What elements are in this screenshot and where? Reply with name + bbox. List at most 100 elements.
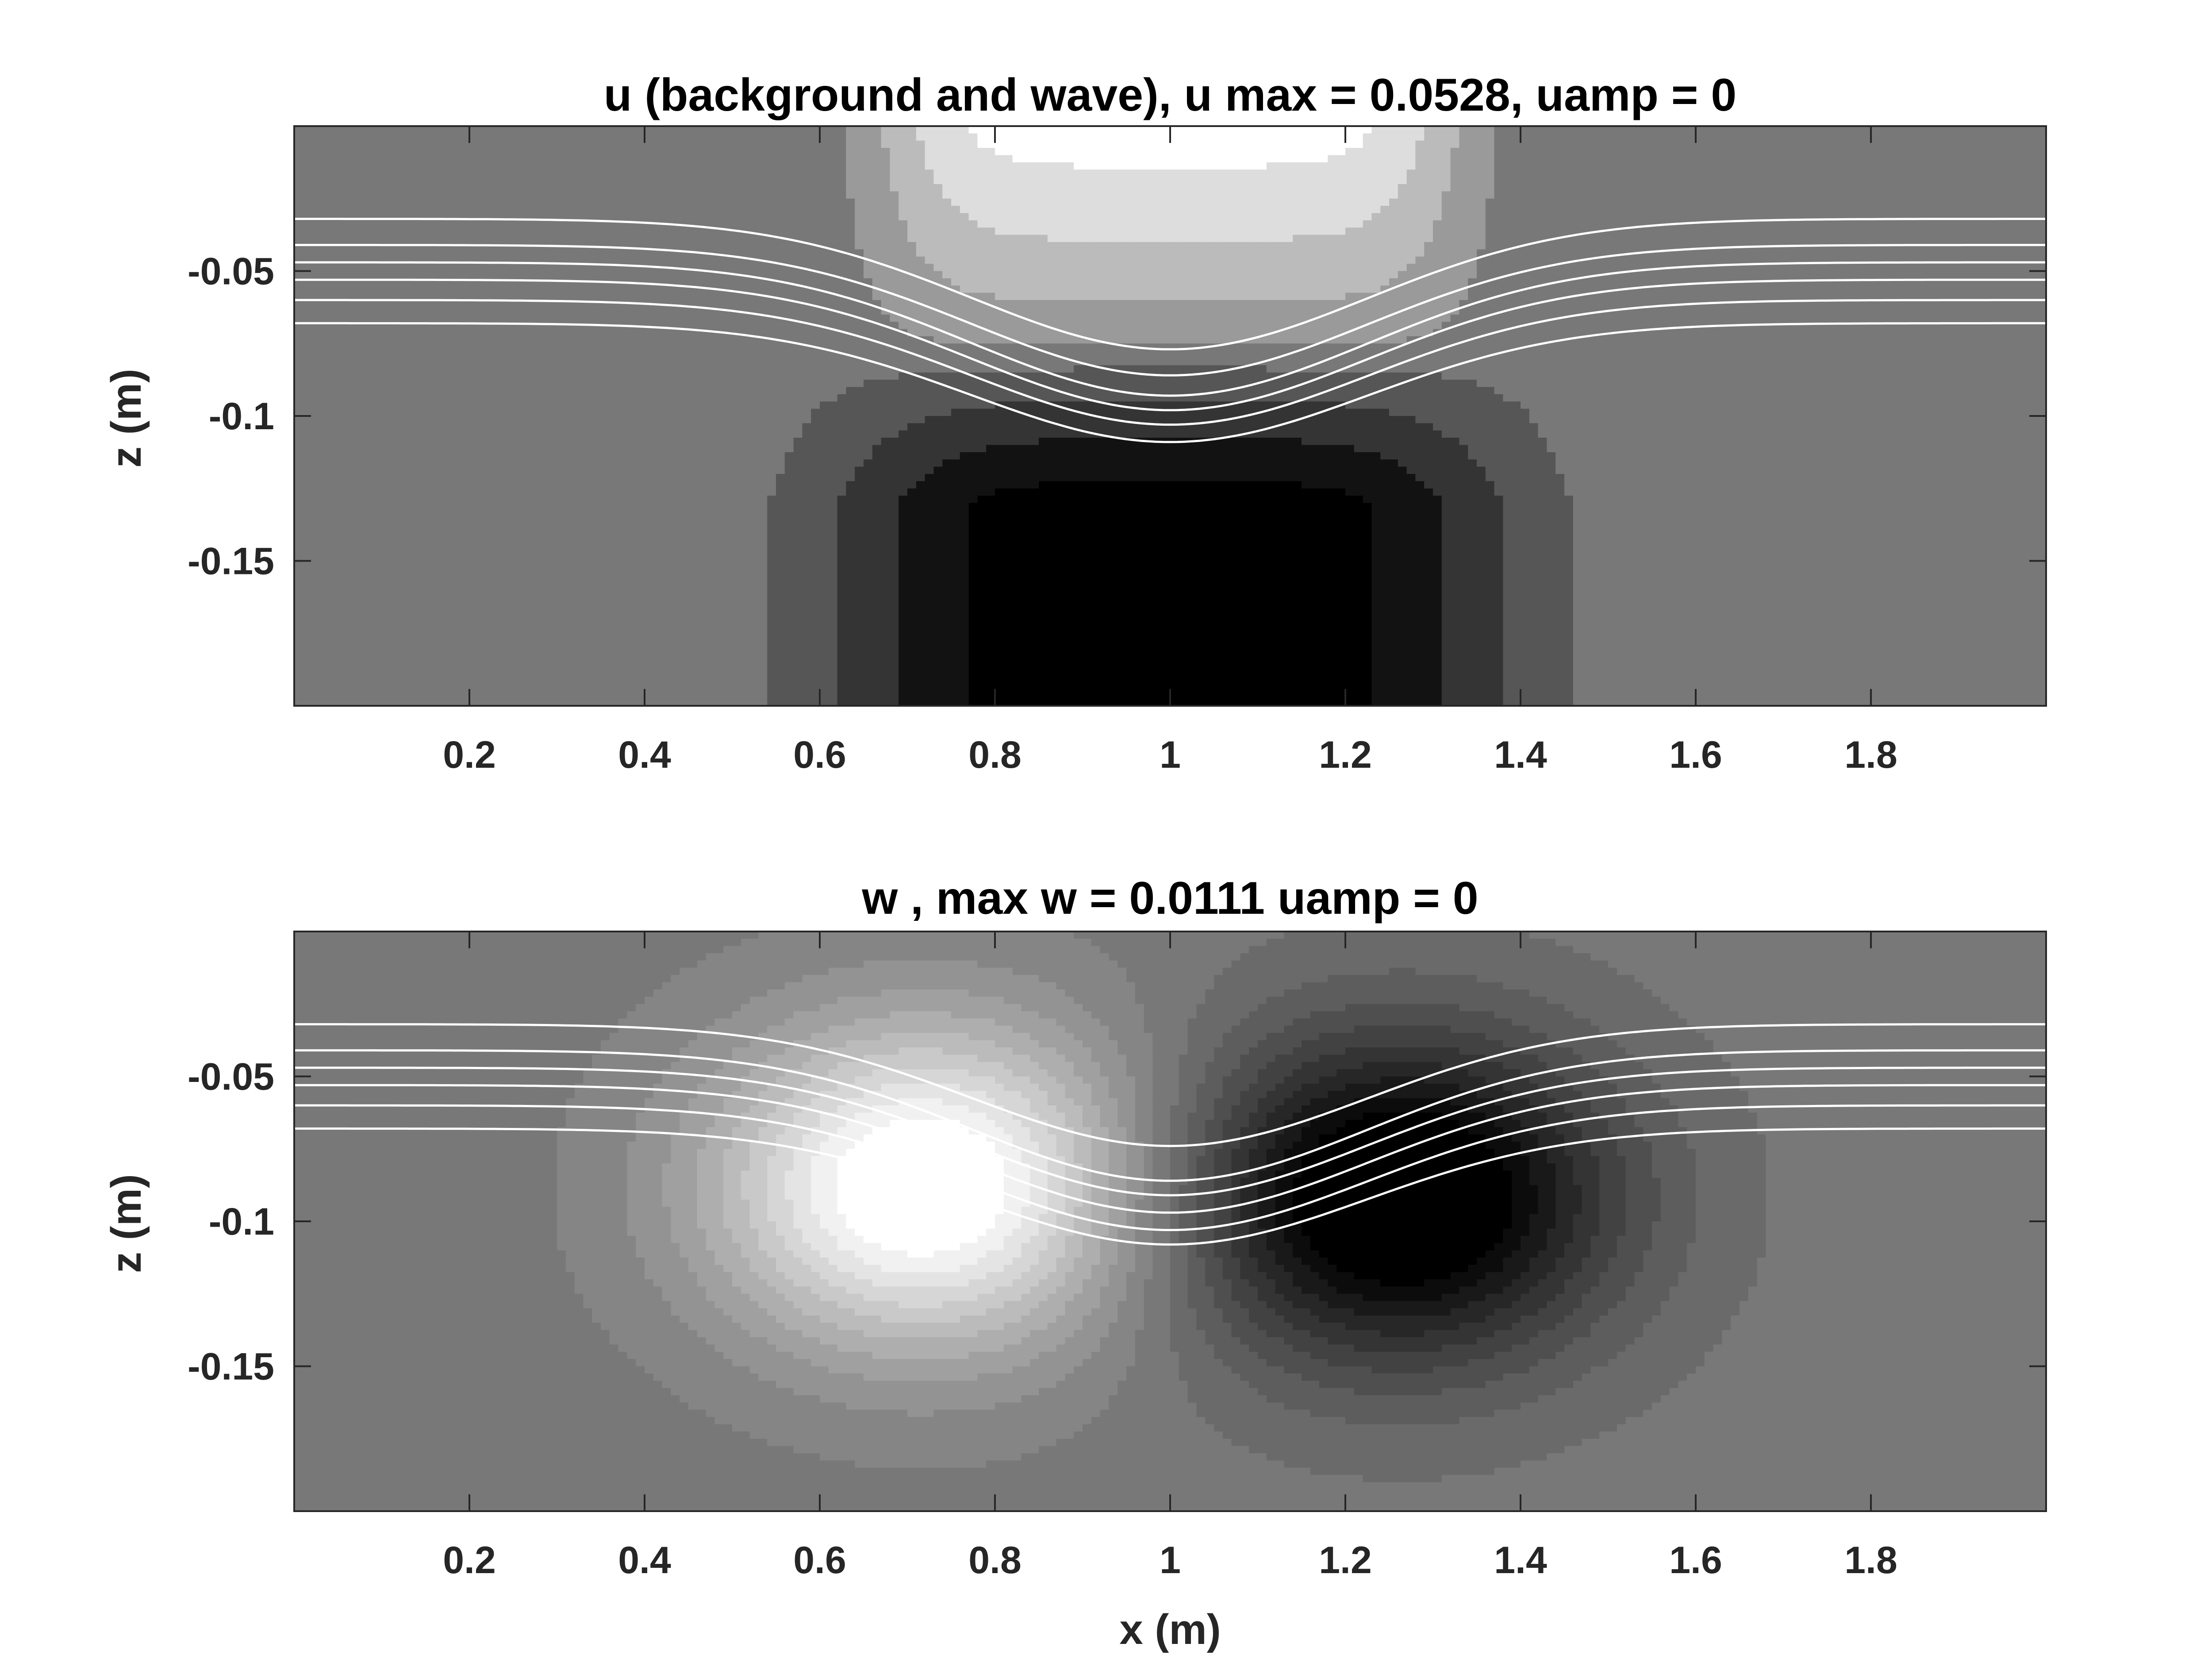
contour-cell bbox=[522, 271, 531, 279]
contour-cell bbox=[487, 358, 496, 366]
contour-cell bbox=[452, 561, 461, 569]
contour-cell bbox=[548, 445, 557, 453]
contour-cell bbox=[601, 177, 610, 185]
contour-cell bbox=[802, 372, 811, 380]
contour-cell bbox=[522, 575, 531, 583]
contour-cell bbox=[522, 307, 531, 315]
contour-cell bbox=[294, 640, 303, 648]
contour-cell bbox=[522, 474, 531, 482]
contour-cell bbox=[793, 503, 803, 511]
contour-cell bbox=[741, 394, 750, 402]
contour-cell bbox=[758, 372, 768, 380]
contour-cell bbox=[426, 517, 435, 525]
contour-cell bbox=[469, 445, 479, 453]
contour-cell bbox=[539, 488, 549, 496]
contour-cell bbox=[811, 133, 820, 141]
contour-cell bbox=[793, 169, 803, 177]
contour-cell bbox=[443, 662, 453, 670]
contour-cell bbox=[802, 517, 811, 525]
contour-cell bbox=[530, 416, 540, 424]
contour-cell bbox=[802, 438, 811, 446]
contour-cell bbox=[636, 140, 645, 148]
contour-cell bbox=[776, 300, 785, 308]
contour-cell bbox=[382, 524, 391, 532]
contour-cell bbox=[478, 126, 488, 134]
contour-cell bbox=[776, 488, 785, 496]
contour-cell bbox=[820, 496, 829, 504]
contour-cell bbox=[320, 372, 330, 380]
contour-cell bbox=[680, 466, 689, 474]
contour-cell bbox=[522, 655, 531, 663]
contour-cell bbox=[390, 126, 400, 134]
contour-cell bbox=[758, 380, 768, 388]
contour-cell bbox=[303, 140, 312, 148]
contour-cell bbox=[294, 336, 303, 344]
contour-cell bbox=[539, 698, 549, 706]
contour-cell bbox=[776, 387, 785, 395]
contour-cell bbox=[478, 633, 488, 641]
contour-cell bbox=[583, 155, 592, 163]
contour-cell bbox=[417, 271, 426, 279]
contour-cell bbox=[320, 148, 330, 156]
contour-cell bbox=[355, 691, 365, 699]
contour-cell bbox=[390, 408, 400, 416]
contour-cell bbox=[469, 343, 479, 351]
contour-cell bbox=[583, 140, 592, 148]
contour-cell bbox=[426, 285, 435, 293]
contour-cell bbox=[487, 300, 496, 308]
contour-cell bbox=[452, 532, 461, 540]
contour-cell bbox=[820, 408, 829, 416]
contour-cell bbox=[697, 314, 707, 322]
contour-cell bbox=[645, 670, 654, 677]
contour-cell bbox=[802, 307, 811, 315]
contour-cell bbox=[776, 256, 785, 264]
contour-cell bbox=[714, 380, 724, 388]
contour-cell bbox=[784, 126, 794, 134]
contour-cell bbox=[565, 532, 575, 540]
contour-cell bbox=[426, 539, 435, 547]
contour-cell bbox=[303, 670, 312, 677]
contour-cell bbox=[732, 496, 741, 504]
contour-cell bbox=[618, 235, 628, 242]
contour-cell bbox=[820, 604, 829, 612]
contour-cell bbox=[601, 191, 610, 199]
contour-cell bbox=[408, 532, 417, 540]
contour-cell bbox=[793, 568, 803, 576]
contour-cell bbox=[706, 169, 715, 177]
contour-cell bbox=[706, 191, 715, 199]
contour-cell bbox=[382, 394, 391, 402]
contour-cell bbox=[653, 503, 663, 511]
contour-cell bbox=[662, 677, 672, 685]
contour-cell bbox=[530, 423, 540, 431]
contour-cell bbox=[697, 496, 707, 504]
contour-cell bbox=[793, 438, 803, 446]
contour-cell bbox=[504, 459, 514, 467]
contour-cell bbox=[434, 162, 444, 170]
contour-cell bbox=[749, 162, 759, 170]
contour-cell bbox=[776, 452, 785, 460]
contour-cell bbox=[671, 133, 680, 141]
contour-cell bbox=[338, 350, 347, 358]
contour-cell bbox=[662, 640, 672, 648]
contour-cell bbox=[618, 387, 628, 395]
contour-cell bbox=[303, 416, 312, 424]
contour-cell bbox=[557, 292, 566, 300]
contour-cell bbox=[662, 517, 672, 525]
contour-cell bbox=[793, 561, 803, 569]
contour-cell bbox=[784, 612, 794, 620]
contour-cell bbox=[749, 350, 759, 358]
contour-cell bbox=[364, 459, 373, 467]
contour-cell bbox=[539, 387, 549, 395]
contour-cell bbox=[601, 619, 610, 627]
contour-cell bbox=[390, 510, 400, 518]
contour-cell bbox=[522, 648, 531, 656]
contour-cell bbox=[784, 655, 794, 663]
contour-cell bbox=[390, 249, 400, 257]
contour-cell bbox=[522, 590, 531, 598]
contour-cell bbox=[601, 561, 610, 569]
contour-cell bbox=[417, 285, 426, 293]
contour-cell bbox=[828, 604, 838, 612]
contour-cell bbox=[714, 133, 724, 141]
contour-cell bbox=[417, 350, 426, 358]
contour-cell bbox=[469, 684, 479, 692]
